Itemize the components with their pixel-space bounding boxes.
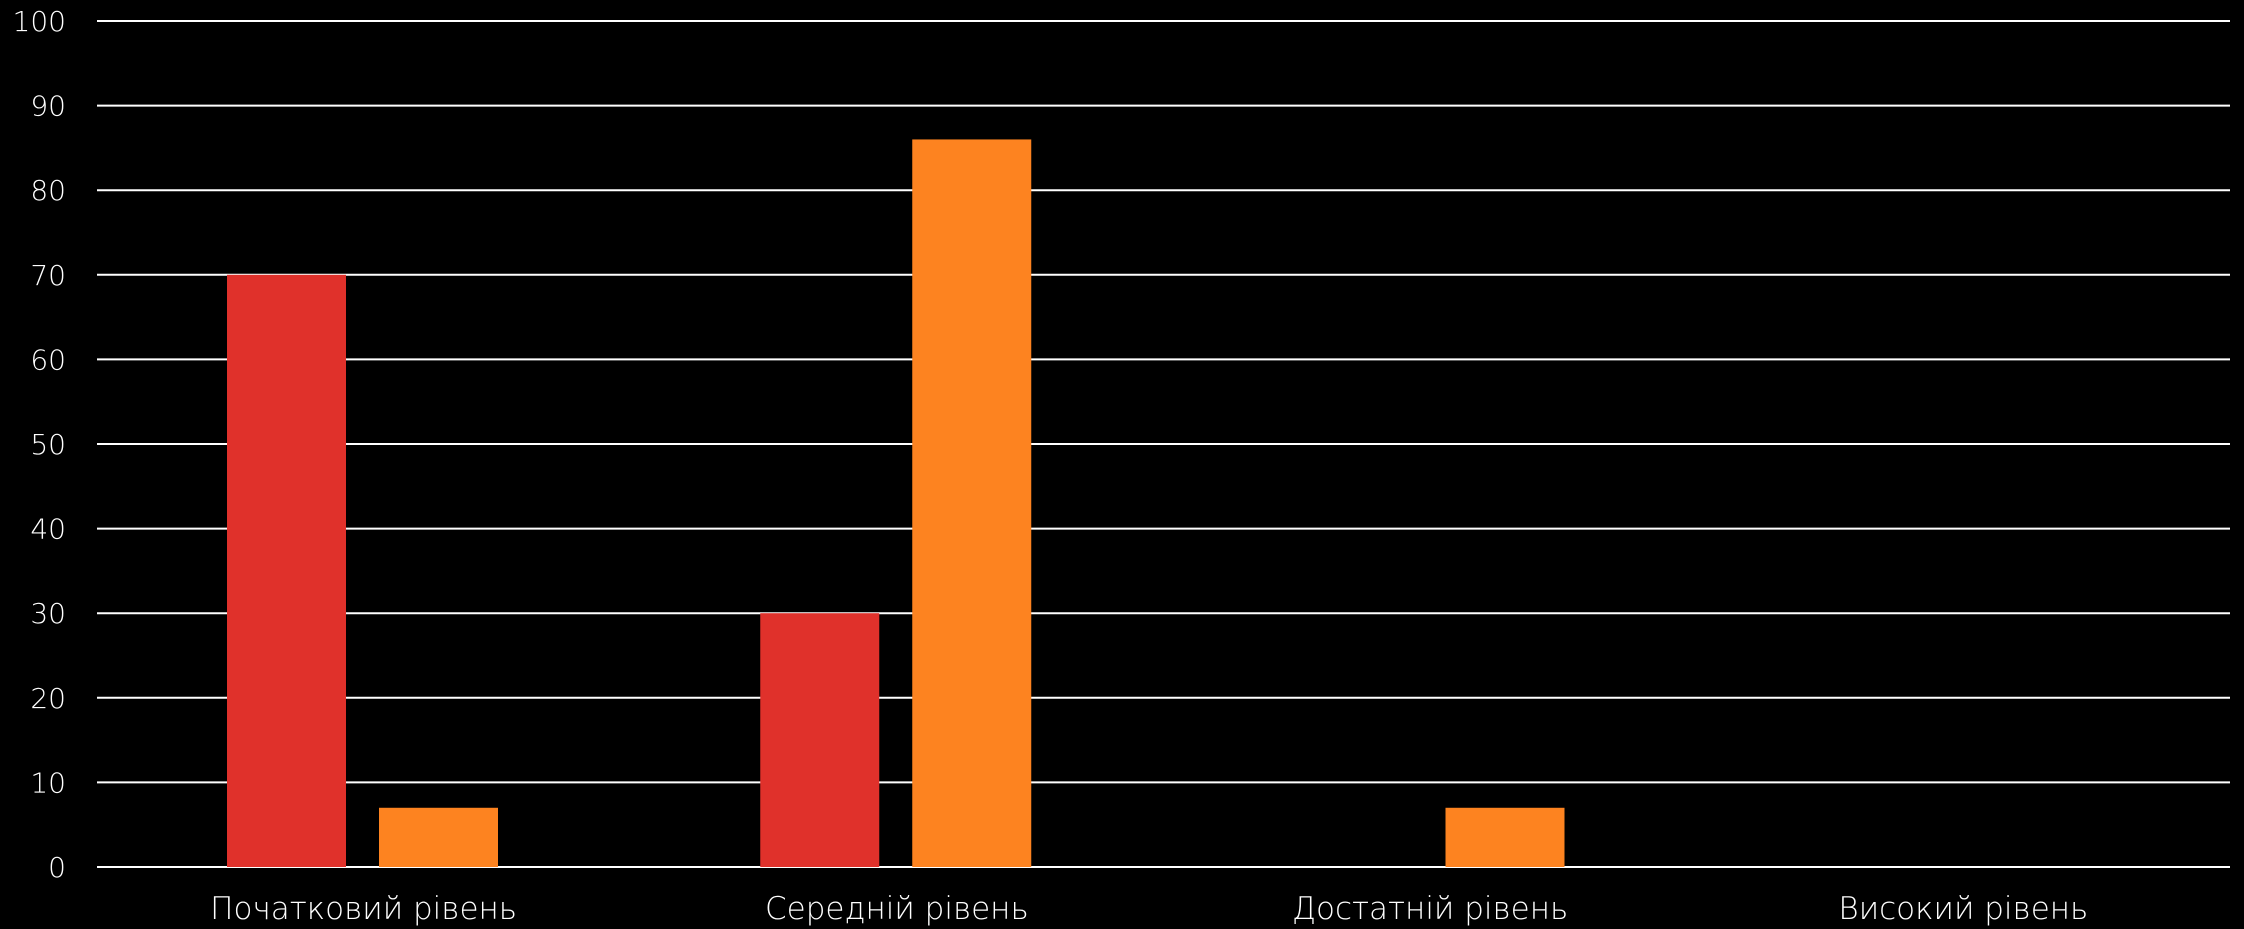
bar-series2-category3 xyxy=(1445,807,1565,867)
bar-series2-category1 xyxy=(379,807,498,867)
bar-series1-category1 xyxy=(227,274,346,867)
x-tick-label-1: Початковий рівень xyxy=(210,891,517,927)
x-tick-label-4: Високий рівень xyxy=(1838,891,2088,927)
y-tick-label-50: 50 xyxy=(30,428,66,461)
y-tick-label-80: 80 xyxy=(30,174,66,207)
x-tick-label-2: Середній рівень xyxy=(765,891,1029,927)
grid-lines xyxy=(97,20,2230,868)
y-tick-label-20: 20 xyxy=(30,682,66,715)
y-axis-ticks: 0 10 20 30 40 50 60 70 80 90 100 xyxy=(13,5,66,884)
bar-series2-category2 xyxy=(912,139,1032,867)
x-tick-label-3: Достатній рівень xyxy=(1292,891,1568,927)
y-tick-label-60: 60 xyxy=(30,343,66,376)
y-tick-label-40: 40 xyxy=(30,513,66,546)
y-tick-label-10: 10 xyxy=(30,766,66,799)
y-tick-label-90: 90 xyxy=(30,90,66,123)
bars xyxy=(227,139,1565,867)
x-axis-ticks: Початковий рівень Середній рівень Достатні… xyxy=(210,891,2088,927)
y-tick-label-30: 30 xyxy=(30,597,66,630)
y-tick-label-0: 0 xyxy=(48,851,66,884)
bar-series1-category2 xyxy=(760,613,880,867)
y-tick-label-70: 70 xyxy=(30,259,66,292)
y-tick-label-100: 100 xyxy=(13,5,66,38)
